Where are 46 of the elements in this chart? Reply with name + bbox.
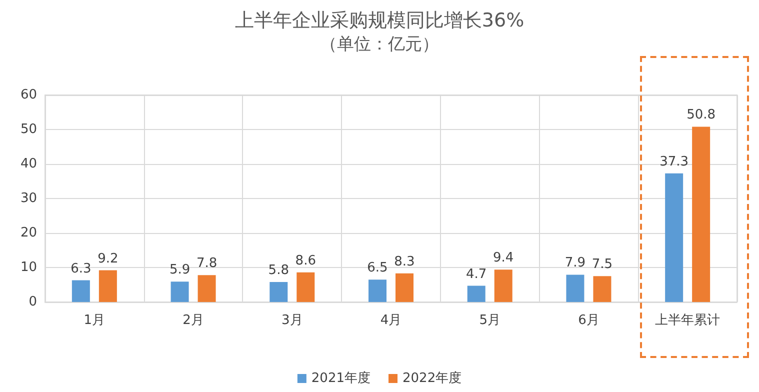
data-label: 37.3: [660, 154, 689, 170]
bar: [198, 275, 216, 302]
bar: [566, 274, 584, 302]
bar: [593, 276, 612, 302]
legend-label: 2022年度: [402, 370, 462, 386]
data-label: 4.7: [466, 266, 487, 282]
chart-title: 上半年企业采购规模同比增长36%: [234, 10, 524, 32]
data-label: 6.3: [70, 261, 92, 276]
data-label: 50.8: [686, 108, 716, 123]
bar: [368, 280, 386, 302]
legend-label: 2021年度: [311, 370, 371, 386]
y-tick-label: 20: [20, 226, 37, 240]
data-label: 8.3: [394, 254, 415, 270]
bar: [72, 280, 90, 302]
bar: [98, 270, 117, 302]
bar: [170, 282, 189, 302]
y-tick-label: 40: [20, 156, 37, 172]
data-label: 7.9: [564, 256, 586, 271]
bar: [396, 273, 414, 302]
y-tick-label: 0: [28, 294, 37, 310]
data-label: 7.5: [592, 257, 613, 272]
bar: [665, 173, 684, 302]
bar: [270, 282, 288, 302]
x-tick-label: 3月: [282, 313, 303, 328]
y-tick-label: 50: [20, 122, 37, 137]
data-label: 8.6: [295, 253, 316, 268]
x-tick-label: 6月: [578, 313, 600, 328]
x-tick-label: 1月: [84, 313, 106, 328]
data-label: 6.5: [367, 260, 388, 276]
x-tick-label: 上半年累计: [655, 313, 720, 328]
y-tick-label: 30: [20, 191, 37, 206]
x-tick-label: 2月: [182, 313, 204, 328]
data-label: 9.4: [493, 250, 514, 266]
x-tick-label: 4月: [380, 313, 402, 328]
data-label: 5.9: [169, 262, 190, 278]
chart-subtitle: （单位：亿元）: [320, 34, 439, 54]
data-label: 5.8: [268, 262, 289, 278]
data-label: 7.8: [196, 256, 218, 272]
bar: [467, 286, 486, 302]
x-tick-label: 5月: [479, 313, 500, 328]
bar: [296, 272, 315, 302]
bar: [494, 270, 512, 302]
bar: [692, 126, 710, 302]
y-tick-label: 60: [20, 88, 37, 102]
data-label: 9.2: [98, 251, 118, 266]
y-tick-label: 10: [20, 260, 37, 275]
